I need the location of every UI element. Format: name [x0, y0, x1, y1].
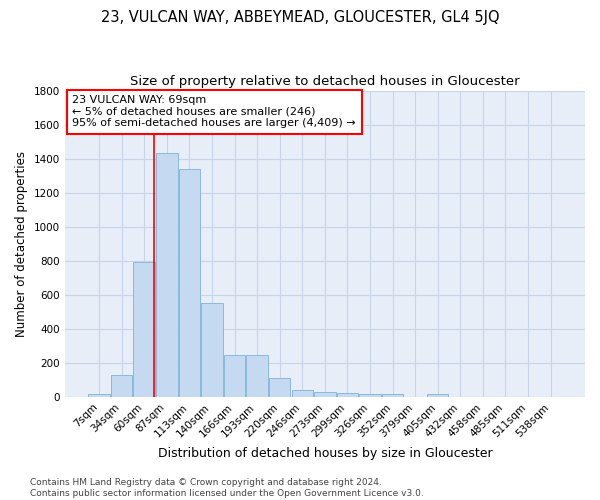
Y-axis label: Number of detached properties: Number of detached properties — [15, 151, 28, 337]
Bar — [133, 262, 155, 397]
Bar — [156, 152, 178, 397]
Bar — [382, 394, 403, 397]
Bar — [201, 304, 223, 397]
Bar — [111, 375, 133, 397]
Bar — [292, 390, 313, 397]
Bar — [359, 394, 381, 397]
Bar — [269, 378, 290, 397]
Bar — [427, 394, 448, 397]
X-axis label: Distribution of detached houses by size in Gloucester: Distribution of detached houses by size … — [158, 447, 492, 460]
Bar — [224, 355, 245, 397]
Text: Contains HM Land Registry data © Crown copyright and database right 2024.
Contai: Contains HM Land Registry data © Crown c… — [30, 478, 424, 498]
Bar — [337, 393, 358, 397]
Bar — [247, 355, 268, 397]
Bar — [314, 392, 335, 397]
Title: Size of property relative to detached houses in Gloucester: Size of property relative to detached ho… — [130, 75, 520, 88]
Text: 23, VULCAN WAY, ABBEYMEAD, GLOUCESTER, GL4 5JQ: 23, VULCAN WAY, ABBEYMEAD, GLOUCESTER, G… — [101, 10, 499, 25]
Bar — [179, 169, 200, 397]
Bar — [88, 394, 110, 397]
Text: 23 VULCAN WAY: 69sqm
← 5% of detached houses are smaller (246)
95% of semi-detac: 23 VULCAN WAY: 69sqm ← 5% of detached ho… — [73, 95, 356, 128]
